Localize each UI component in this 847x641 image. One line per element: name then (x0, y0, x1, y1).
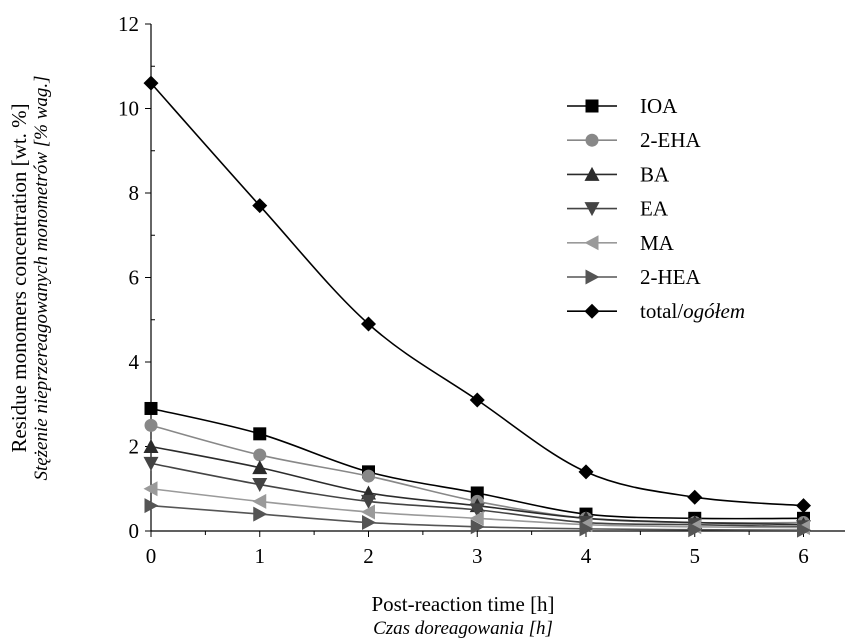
x-tick-label: 0 (146, 544, 157, 568)
y-tick-label: 8 (129, 181, 140, 205)
legend-label: total/ogółem (640, 299, 745, 323)
data-point (253, 506, 268, 522)
data-point (252, 493, 267, 509)
legend-entry: EA (567, 197, 669, 221)
data-point (797, 522, 811, 538)
legend-marker (585, 269, 600, 285)
data-point (578, 464, 594, 480)
legend-marker (584, 202, 600, 217)
legend-label-text: MA (640, 231, 675, 255)
legend-label: BA (640, 162, 670, 186)
data-point (579, 521, 594, 537)
y-axis-title-secondary: Stężenie nieprzereagowanych monometrów [… (31, 75, 52, 480)
data-point (143, 439, 159, 453)
legend-label-text: total/ (640, 299, 683, 323)
legend-entry: BA (567, 162, 670, 186)
series-layer (143, 75, 811, 538)
data-point (469, 392, 485, 408)
data-point (253, 448, 267, 462)
data-point (252, 460, 268, 475)
legend-label-text: IOA (640, 94, 678, 118)
data-point (143, 75, 159, 91)
y-tick-label: 6 (129, 266, 140, 290)
data-point (361, 316, 376, 332)
data-point (362, 469, 375, 483)
data-point (252, 478, 268, 493)
legend-marker (585, 133, 599, 147)
x-axis-title: Post-reaction time [h] (371, 592, 554, 616)
legend-entry: 2-HEA (567, 265, 701, 289)
data-point (143, 456, 159, 471)
legend-marker (584, 235, 599, 251)
data-point (253, 427, 267, 441)
legend-marker (584, 166, 600, 181)
data-point (361, 504, 375, 520)
legend-label-text: 2-HEA (640, 265, 701, 289)
data-point (144, 401, 158, 415)
legend: IOA 2-EHA BA EA MA 2-HEA total/ogółem (567, 94, 745, 323)
legend-marker (585, 99, 599, 113)
y-axis-title: Residue monomers concentration [wt. %] (7, 103, 31, 452)
data-point (469, 510, 484, 526)
data-point (144, 418, 158, 432)
legend-entry: 2-EHA (567, 128, 701, 152)
legend-marker (584, 303, 600, 319)
y-tick-label: 10 (118, 97, 139, 121)
y-tick-label: 2 (129, 435, 140, 459)
x-tick-label: 3 (472, 544, 483, 568)
data-point (252, 198, 268, 214)
legend-label: EA (640, 197, 669, 221)
x-tick-label: 6 (798, 544, 809, 568)
y-tick-label: 4 (129, 350, 140, 374)
data-point (144, 498, 159, 514)
data-point (362, 515, 376, 531)
x-tick-label: 1 (255, 544, 266, 568)
series-line (150, 82, 804, 507)
data-point (796, 498, 811, 514)
data-point (361, 494, 376, 509)
y-tick-label: 12 (118, 12, 139, 36)
data-point (687, 489, 703, 505)
series-5 (144, 498, 811, 538)
legend-entry: MA (567, 231, 675, 255)
legend-label-text: EA (640, 197, 669, 221)
series-6 (143, 75, 811, 514)
y-tick-label: 0 (129, 519, 140, 543)
legend-label-text: BA (640, 162, 670, 186)
legend-label-text: 2-EHA (640, 128, 701, 152)
legend-label: 2-HEA (640, 265, 701, 289)
legend-label-italic: ogółem (683, 299, 745, 323)
x-tick-label: 4 (581, 544, 592, 568)
data-point (688, 522, 703, 538)
legend-label: IOA (640, 94, 678, 118)
data-point (470, 519, 485, 535)
data-point (469, 503, 485, 518)
legend-label: 2-EHA (640, 128, 701, 152)
legend-label: MA (640, 231, 675, 255)
legend-entry: IOA (567, 94, 678, 118)
x-axis-title-secondary: Czas doreagowania [h] (373, 618, 553, 639)
x-tick-label: 5 (690, 544, 701, 568)
data-point (143, 481, 158, 497)
legend-entry: total/ogółem (567, 299, 745, 323)
x-tick-label: 2 (363, 544, 374, 568)
